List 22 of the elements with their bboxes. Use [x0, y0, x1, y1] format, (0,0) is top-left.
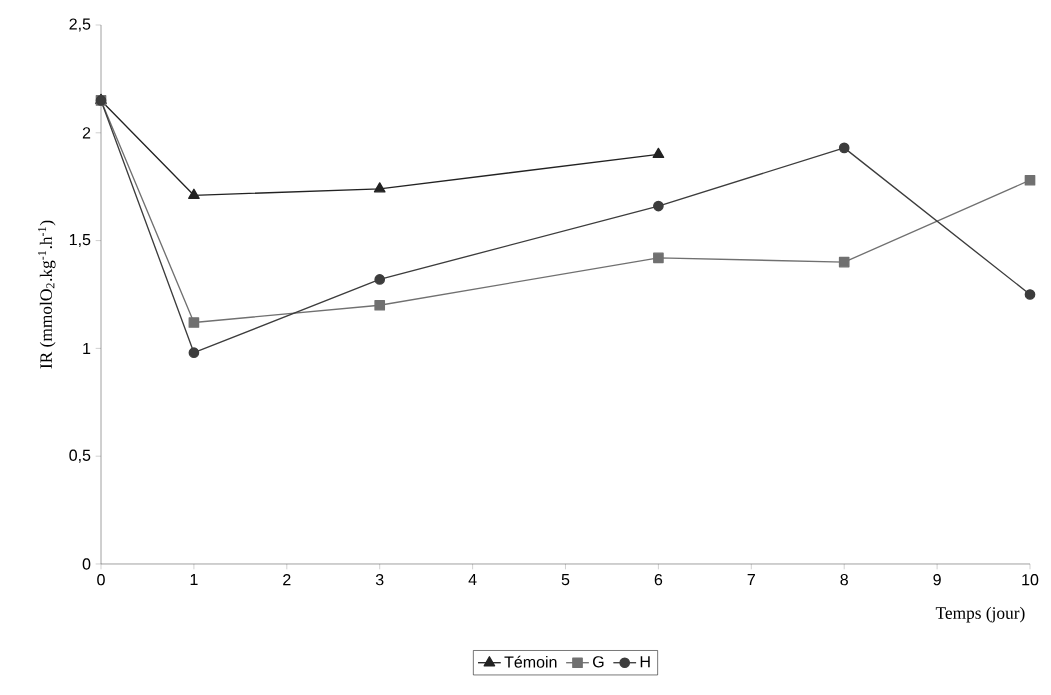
- legend-label: H: [640, 656, 650, 668]
- y-tick-label: 1: [83, 342, 91, 354]
- x-tick-label: 10: [1022, 574, 1039, 586]
- legend-label: Témoin: [504, 655, 557, 668]
- y-tick-label: 2,5: [69, 18, 91, 32]
- x-tick-label: 4: [468, 574, 477, 586]
- x-axis-title: Temps (jour): [935, 606, 1025, 623]
- x-tick-label: 8: [840, 574, 848, 586]
- x-tick-label: 9: [933, 574, 941, 586]
- x-tick-label: 5: [561, 574, 570, 586]
- legend-label: G: [593, 656, 604, 668]
- y-tick-label: 0,5: [69, 449, 91, 463]
- y-tick-label: 2: [82, 127, 91, 139]
- y-tick-label: 1,5: [69, 234, 91, 248]
- x-tick-label: 0: [97, 574, 105, 586]
- x-tick-label: 6: [654, 574, 663, 586]
- x-tick-label: 7: [747, 574, 755, 586]
- y-tick-label: 0: [82, 558, 91, 570]
- x-tick-label: 1: [190, 574, 198, 586]
- x-tick-label: 2: [283, 574, 291, 586]
- x-tick-label: 3: [375, 574, 384, 586]
- y-axis-title: IR (mmolO$_{2}$.kg$^{-1}$.h$^{-1}$): [38, 220, 56, 369]
